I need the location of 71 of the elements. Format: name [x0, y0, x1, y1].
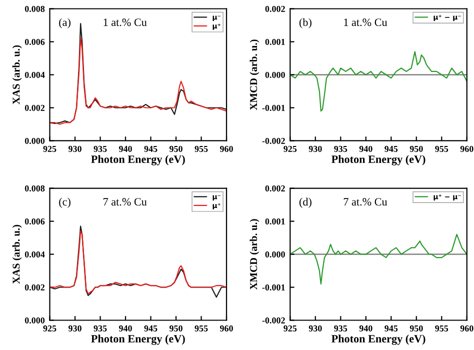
x-tick-label: 940: [359, 146, 372, 152]
x-tick-label: 955: [194, 146, 208, 152]
annotation: 7 at.% Cu: [104, 198, 147, 206]
x-tick-label: 955: [435, 325, 448, 332]
x-tick-label: 955: [435, 146, 448, 152]
x-axis-title: Photon Energy (eV): [331, 334, 426, 345]
y-axis-title: XAS (arb. u.): [12, 224, 22, 284]
x-tick-label: 950: [169, 325, 182, 332]
y-tick-label: -0.002: [262, 317, 285, 324]
line-series: [50, 38, 227, 125]
x-tick-label: 930: [308, 325, 322, 332]
annotation: (a): [59, 18, 70, 28]
y-axis-title: XMCD (arb. u.): [250, 40, 260, 110]
x-tick-label: 930: [68, 146, 82, 152]
x-tick-label: 935: [94, 325, 107, 332]
x-tick-label: 925: [43, 146, 56, 152]
y-tick-label: -0.001: [262, 284, 285, 291]
y-tick-label: 0.002: [265, 6, 285, 12]
y-tick-label: 0.002: [24, 104, 45, 112]
y-tick-label: -0.001: [262, 104, 285, 112]
annotation: 1 at.% Cu: [104, 18, 147, 26]
x-axis-title: Photon Energy (eV): [91, 334, 185, 345]
x-axis-title: Photon Energy (eV): [91, 155, 185, 166]
annotation: 7 at.% Cu: [344, 198, 388, 206]
annotation: (b): [299, 18, 312, 28]
y-tick-label: 0.001: [265, 38, 285, 46]
y-tick-label: 0.004: [24, 251, 45, 258]
y-tick-label: 0.008: [24, 6, 45, 12]
x-tick-label: 945: [384, 325, 398, 332]
x-axis-title: Photon Energy (eV): [331, 155, 426, 166]
x-tick-label: 955: [194, 325, 208, 332]
x-tick-label: 960: [220, 146, 233, 152]
x-tick-label: 935: [334, 325, 348, 332]
y-tick-label: 0.000: [265, 251, 285, 258]
annotation: (d): [299, 198, 312, 208]
x-tick-label: 930: [68, 325, 82, 332]
x-tick-label: 950: [410, 146, 423, 152]
x-tick-label: 925: [43, 325, 56, 332]
y-tick-label: 0.000: [265, 72, 285, 78]
y-tick-label: 0.006: [24, 218, 45, 225]
y-tick-label: 0.000: [24, 317, 45, 324]
y-tick-label: 0.006: [24, 38, 45, 46]
y-tick-label: -0.002: [262, 138, 285, 144]
x-tick-label: 960: [220, 325, 233, 332]
x-tick-label: 940: [118, 146, 132, 152]
x-tick-label: 960: [460, 325, 474, 332]
line-series: [290, 51, 467, 112]
y-tick-label: 0.008: [24, 185, 45, 192]
x-tick-label: 940: [118, 325, 132, 332]
annotation: 1 at.% Cu: [344, 18, 388, 26]
x-tick-label: 950: [410, 325, 423, 332]
y-tick-label: 0.000: [24, 138, 45, 144]
x-tick-label: 945: [144, 325, 158, 332]
x-tick-label: 935: [334, 146, 348, 152]
x-tick-label: 950: [169, 146, 182, 152]
x-tick-label: 925: [284, 325, 297, 332]
x-tick-label: 935: [94, 146, 107, 152]
y-tick-label: 0.001: [265, 218, 285, 225]
x-tick-label: 940: [359, 325, 372, 332]
y-axis-title: XAS (arb. u.): [12, 45, 22, 104]
line-series: [290, 234, 467, 285]
y-tick-label: 0.004: [24, 72, 45, 78]
y-axis-title: XMCD (arb. u.): [250, 219, 260, 290]
x-tick-label: 945: [384, 146, 398, 152]
y-tick-label: 0.002: [24, 284, 45, 291]
x-tick-label: 945: [144, 146, 158, 152]
x-tick-label: 960: [460, 146, 474, 152]
y-tick-label: 0.002: [265, 185, 285, 192]
x-tick-label: 925: [284, 146, 297, 152]
annotation: (c): [59, 198, 70, 208]
x-tick-label: 930: [308, 146, 322, 152]
